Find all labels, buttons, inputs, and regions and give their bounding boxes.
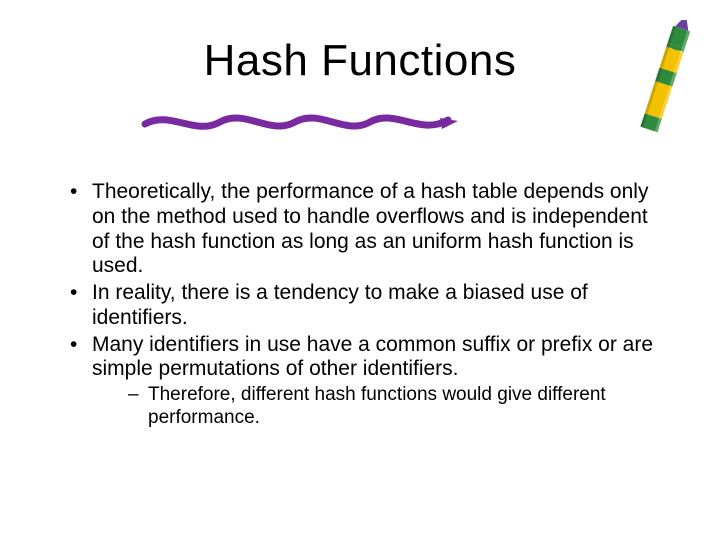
bullet-list: Theoretically, the performance of a hash… [70, 180, 660, 429]
slide-body: Theoretically, the performance of a hash… [70, 180, 660, 431]
sub-bullet-text: Therefore, different hash functions woul… [148, 384, 606, 427]
bullet-item: Theoretically, the performance of a hash… [70, 180, 660, 279]
bullet-text: Theoretically, the performance of a hash… [92, 180, 648, 277]
title-underline [140, 106, 460, 136]
sub-bullet-list: Therefore, different hash functions woul… [92, 384, 660, 429]
bullet-text: Many identifiers in use have a common su… [92, 333, 653, 381]
bullet-item: Many identifiers in use have a common su… [70, 333, 660, 429]
bullet-item: In reality, there is a tendency to make … [70, 281, 660, 331]
sub-bullet-item: Therefore, different hash functions woul… [128, 384, 660, 429]
bullet-text: In reality, there is a tendency to make … [92, 281, 588, 329]
crayon-icon [640, 20, 690, 140]
slide: Hash Functions Theoretically, the perfor… [0, 0, 720, 540]
slide-title: Hash Functions [0, 36, 720, 86]
